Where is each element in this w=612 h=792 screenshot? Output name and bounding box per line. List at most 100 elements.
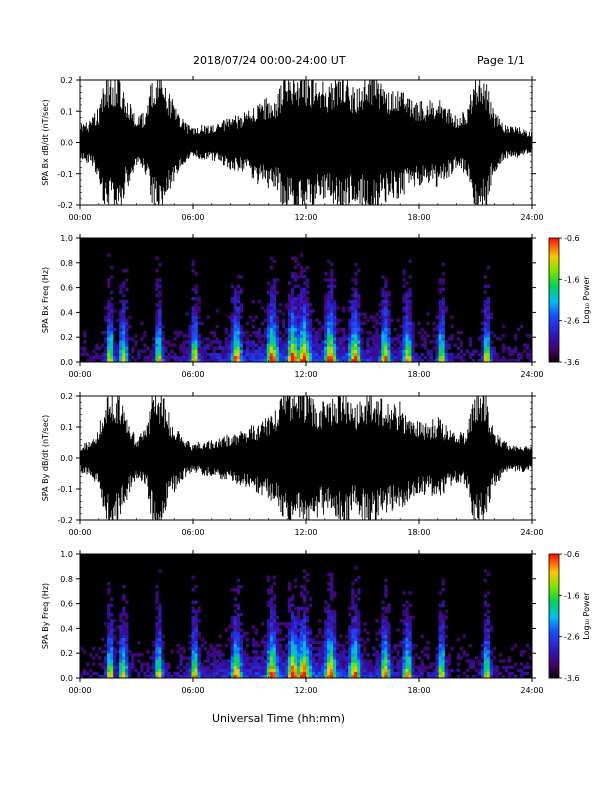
x-axis-label: Universal Time (hh:mm) (212, 712, 345, 725)
spec-cell (206, 668, 210, 673)
spec-cell (269, 355, 274, 360)
spec-cell (194, 665, 198, 669)
spec-cell (357, 668, 361, 673)
spec-cell (296, 284, 301, 288)
spec-cell (194, 631, 198, 635)
spec-cell (290, 337, 295, 341)
spec-cell (104, 352, 108, 357)
colorbar-swatch (549, 277, 559, 280)
spec-cell (215, 346, 219, 350)
spec-cell (125, 637, 129, 642)
spec-cell (110, 318, 114, 322)
spec-cell (387, 609, 391, 614)
spec-cell (107, 281, 111, 285)
spec-cell (107, 616, 111, 620)
spec-cell (381, 674, 385, 679)
spec-cell (348, 355, 352, 360)
spec-cell (309, 324, 313, 329)
colorbar-swatch (549, 582, 559, 586)
spec-cell (492, 334, 497, 338)
spec-cell (441, 296, 445, 301)
spec-cell (396, 318, 400, 322)
spec-cell (287, 665, 292, 669)
spec-cell (486, 300, 491, 304)
spec-cell (104, 622, 108, 626)
spec-cell (384, 668, 388, 673)
spec-cell (296, 653, 301, 657)
spec-cell (122, 597, 126, 601)
spec-cell (257, 352, 262, 357)
spec-cell (360, 349, 364, 353)
spec-cell (354, 293, 358, 298)
spec-cell (351, 640, 355, 645)
spec-cell (122, 321, 126, 326)
spec-cell (324, 296, 328, 301)
spec-cell (381, 622, 385, 626)
spec-cell (251, 331, 256, 335)
colorbar-swatch (549, 295, 559, 299)
spec-cell (402, 640, 406, 645)
spec-cell (218, 352, 222, 357)
spec-cell (293, 656, 298, 660)
spec-cell (269, 312, 274, 316)
spec-cell (155, 591, 159, 595)
spec-cell (378, 628, 382, 632)
spec-cell (236, 306, 240, 310)
spec-cell (242, 671, 247, 676)
spec-cell (290, 643, 295, 648)
spec-cell (354, 659, 358, 663)
spec-cell (269, 265, 274, 270)
spec-cell (122, 665, 126, 669)
spec-cell (480, 656, 485, 660)
colorbar-swatch (549, 331, 559, 334)
spec-cell (384, 349, 388, 353)
spec-cell (131, 659, 135, 663)
spec-cell (513, 334, 518, 338)
colorbar-swatch (549, 355, 559, 359)
spec-cell (378, 321, 382, 326)
spec-cell (369, 331, 373, 335)
spec-cell (182, 647, 186, 651)
x-tick-label-0-4: 24:00 (520, 213, 543, 222)
spec-cell (299, 358, 304, 363)
spec-cell (357, 303, 361, 307)
spec-cell (405, 637, 409, 642)
spec-cell (480, 349, 485, 353)
colorbar-swatch (549, 333, 559, 336)
spec-cell (269, 303, 274, 307)
spec-cell (330, 290, 334, 295)
spec-cell (441, 309, 445, 313)
spec-cell (107, 631, 111, 635)
spec-cell (396, 662, 400, 666)
spec-cell (357, 312, 361, 316)
spec-cell (387, 668, 391, 673)
spec-cell (122, 343, 126, 347)
spec-cell (299, 653, 304, 657)
spec-cell (333, 284, 337, 288)
spec-cell (269, 287, 274, 291)
spec-cell (287, 606, 292, 611)
spec-cell (351, 293, 355, 298)
spec-cell (296, 637, 301, 642)
spec-cell (327, 331, 331, 335)
spec-cell (465, 674, 470, 679)
spec-cell (348, 358, 352, 363)
spec-cell (495, 358, 500, 363)
spec-cell (444, 306, 448, 310)
spec-cell (483, 290, 488, 295)
spec-cell (333, 303, 337, 307)
spec-cell (272, 674, 277, 679)
spec-cell (351, 315, 355, 319)
spec-cell (122, 653, 126, 657)
spec-cell (336, 340, 340, 344)
spec-cell (290, 665, 295, 669)
spec-cell (215, 324, 219, 329)
spec-cell (293, 331, 298, 335)
spec-cell (188, 340, 192, 344)
spec-cell (333, 637, 337, 642)
spec-cell (441, 650, 445, 654)
spec-cell (254, 674, 259, 679)
spec-cell (227, 346, 231, 350)
spec-cell (330, 262, 334, 267)
spec-cell (426, 674, 430, 679)
